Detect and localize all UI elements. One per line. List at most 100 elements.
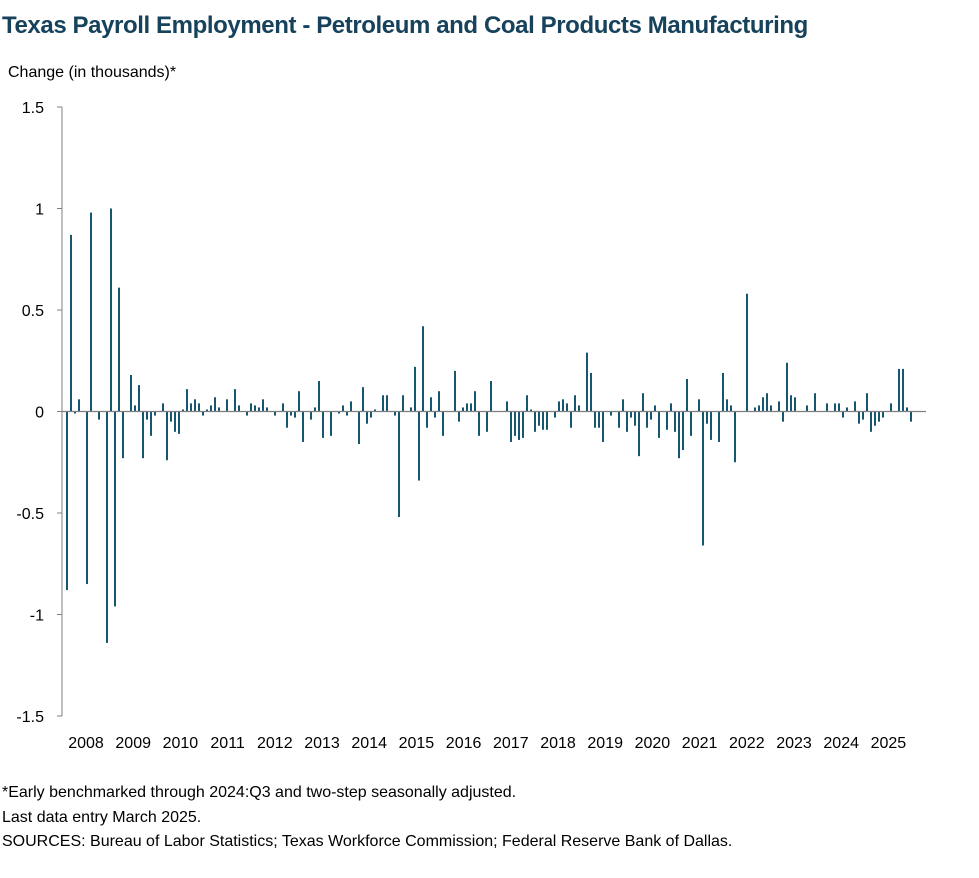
chart-notes: *Early benchmarked through 2024:Q3 and t… [2, 781, 732, 855]
bar [762, 397, 764, 412]
bar [350, 401, 352, 412]
x-tick-label: 2014 [351, 735, 387, 752]
bar [314, 407, 316, 412]
bar [854, 401, 856, 412]
bar [290, 411, 292, 416]
chart-title: Texas Payroll Employment - Petroleum and… [2, 12, 808, 39]
bar [154, 411, 156, 416]
bar [166, 411, 168, 461]
chart-plot-area: 1.510.50-0.5-1-1.5 2008 2009 2010 2011 2012 2… [16, 100, 926, 752]
footnote: *Early benchmarked through 2024:Q3 and t… [2, 784, 517, 801]
bar [370, 411, 372, 418]
bar [202, 411, 204, 416]
bar [754, 407, 756, 412]
bar [706, 411, 708, 424]
bar [474, 391, 476, 412]
bar [770, 405, 772, 412]
bar [718, 411, 720, 442]
bar [282, 403, 284, 412]
bar [598, 411, 600, 428]
y-tick-label: 1.5 [22, 100, 44, 117]
bar [626, 411, 628, 432]
x-axis: 2008 2009 2010 2011 2012 2013 2014 2015 2016 2017… [68, 735, 906, 752]
y-tick-label: -1 [30, 608, 44, 625]
bar [74, 411, 76, 414]
bar [578, 405, 580, 412]
x-tick-label: 2015 [399, 735, 435, 752]
y-axis: 1.5 1 0.5 0 -0.5 -1 -1.5 [16, 100, 62, 726]
bar [246, 411, 248, 416]
bar [274, 411, 276, 416]
bar [634, 411, 636, 426]
bar [562, 399, 564, 412]
bar [746, 293, 748, 412]
bar [302, 411, 304, 442]
bar [358, 411, 360, 444]
bar [710, 411, 712, 440]
x-tick-label: 2021 [682, 735, 718, 752]
bar [294, 411, 296, 418]
bar [766, 393, 768, 412]
bar [678, 411, 680, 459]
bar [130, 374, 132, 412]
bar [382, 395, 384, 412]
bar [86, 411, 88, 585]
y-tick-label: -1.5 [16, 709, 44, 726]
x-tick-label: 2024 [823, 735, 859, 752]
bar [170, 411, 172, 422]
bar [322, 411, 324, 438]
bar [234, 389, 236, 412]
bar [518, 411, 520, 440]
bar [310, 411, 312, 420]
bar [118, 287, 120, 412]
bar [210, 405, 212, 412]
bar [374, 409, 376, 412]
bar [758, 405, 760, 412]
bar [110, 208, 112, 412]
bar [698, 399, 700, 412]
bar [90, 212, 92, 412]
bar [566, 403, 568, 412]
bar [730, 405, 732, 412]
bar [586, 352, 588, 412]
x-tick-label: 2011 [210, 735, 245, 752]
y-tick-label: 0.5 [22, 303, 44, 320]
bar [418, 411, 420, 481]
bar [438, 391, 440, 412]
bar [426, 411, 428, 428]
bar [542, 411, 544, 430]
bar [778, 401, 780, 412]
bar [362, 387, 364, 412]
x-tick-label: 2022 [729, 735, 765, 752]
bar [214, 397, 216, 412]
last-data-entry-note: Last data entry March 2025. [2, 808, 202, 826]
bar [506, 401, 508, 412]
sources-note: SOURCES: Bureau of Labor Statistics; Tex… [2, 833, 733, 850]
bar [726, 399, 728, 412]
bar [106, 411, 108, 643]
bar [174, 411, 176, 432]
bar [870, 411, 872, 432]
bar [218, 407, 220, 412]
bar [434, 411, 436, 418]
bar [462, 407, 464, 412]
y-axis-label: Change (in thousands)* [8, 64, 177, 81]
bar [670, 403, 672, 412]
bar [250, 403, 252, 412]
bar [410, 407, 412, 412]
x-tick-label: 2023 [776, 735, 812, 752]
x-tick-label: 2008 [68, 735, 104, 752]
bar [834, 403, 836, 412]
bar [650, 411, 652, 420]
bar [182, 409, 184, 412]
bar [590, 372, 592, 412]
bar [602, 411, 604, 442]
bar [574, 395, 576, 412]
bar [346, 411, 348, 416]
bar [874, 411, 876, 426]
y-tick-label: 1 [35, 202, 44, 219]
bar [262, 399, 264, 412]
bar [674, 411, 676, 432]
x-tick-label: 2020 [635, 735, 671, 752]
x-tick-label: 2010 [163, 735, 199, 752]
